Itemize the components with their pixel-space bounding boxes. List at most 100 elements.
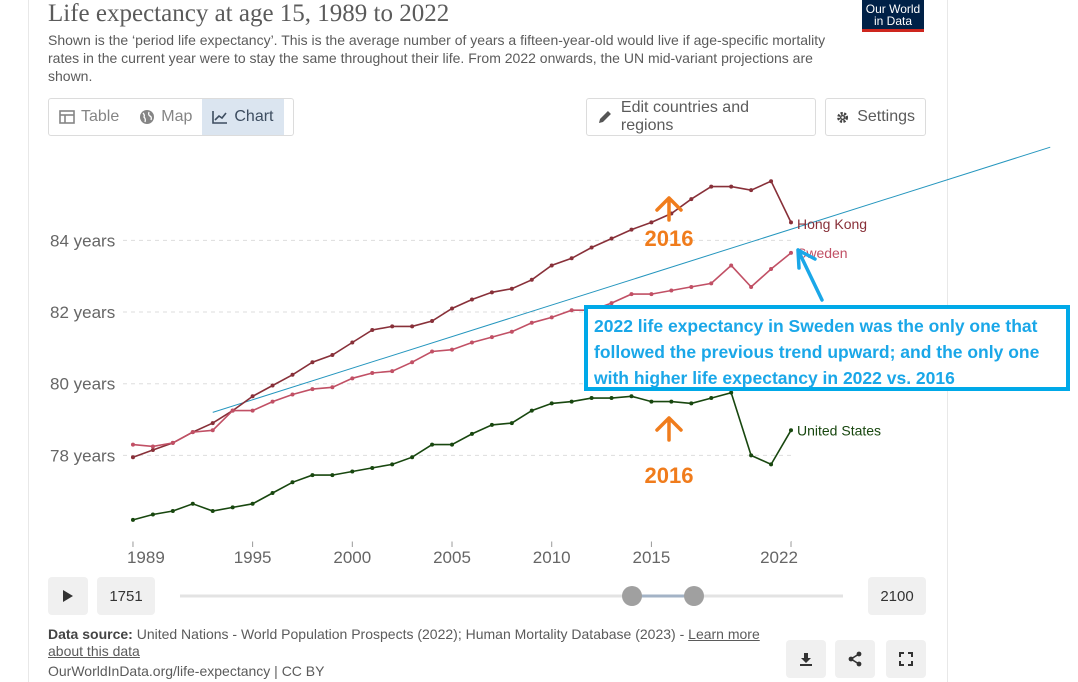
data-point	[230, 505, 235, 510]
data-point	[150, 512, 155, 517]
data-source-label: Data source:	[48, 626, 133, 642]
data-point	[210, 508, 215, 513]
data-point	[310, 387, 315, 392]
credit-line[interactable]: OurWorldInData.org/life-expectancy | CC …	[48, 663, 325, 679]
data-point	[150, 444, 155, 449]
data-point	[370, 327, 375, 332]
data-point	[509, 286, 514, 291]
data-point	[549, 401, 554, 406]
data-point	[450, 442, 455, 447]
data-point	[410, 324, 415, 329]
data-source-text: United Nations - World Population Prospe…	[136, 626, 685, 642]
data-point	[450, 347, 455, 352]
data-source: Data source: United Nations - World Popu…	[48, 626, 768, 660]
owid-logo[interactable]: Our World in Data	[862, 0, 924, 32]
table-icon	[59, 110, 75, 124]
download-icon	[800, 653, 812, 666]
gear-icon	[837, 111, 849, 123]
series-label: Hong Kong	[797, 216, 867, 232]
x-tick-label: 2010	[533, 548, 571, 567]
tab-table[interactable]: Table	[49, 99, 129, 135]
data-point	[410, 360, 415, 365]
fullscreen-icon	[899, 652, 913, 666]
data-point	[290, 392, 295, 397]
edit-countries-label: Edit countries and regions	[620, 99, 749, 134]
data-point	[130, 517, 135, 522]
fullscreen-button[interactable]	[886, 640, 926, 678]
view-tabs: Table Map Chart	[48, 98, 294, 136]
data-point	[250, 501, 255, 506]
series-line	[132, 252, 792, 448]
data-point	[489, 335, 494, 340]
data-point	[330, 385, 335, 390]
x-tick-label: 1995	[234, 548, 272, 567]
globe-icon	[140, 110, 155, 124]
data-point	[729, 390, 734, 395]
data-point	[489, 290, 494, 295]
timeline-handle-start[interactable]	[622, 586, 642, 606]
data-point	[629, 227, 634, 232]
timeline-start-year[interactable]: 1751	[97, 577, 155, 615]
data-point	[469, 297, 474, 302]
trend-line	[212, 146, 1051, 413]
data-point	[529, 277, 534, 282]
label-2016-bottom: 2016	[645, 463, 694, 488]
x-tick-label: 1989	[127, 548, 165, 567]
data-point	[390, 369, 395, 374]
data-point	[410, 455, 415, 460]
data-point	[350, 469, 355, 474]
download-button[interactable]	[786, 640, 826, 678]
data-point	[430, 442, 435, 447]
data-point	[769, 267, 774, 272]
data-point	[549, 315, 554, 320]
data-point	[609, 301, 614, 306]
data-point	[609, 236, 614, 241]
data-point	[130, 442, 135, 447]
data-point	[170, 508, 175, 513]
data-point	[270, 491, 275, 496]
data-point	[609, 396, 614, 401]
data-point	[370, 370, 375, 375]
share-button[interactable]	[835, 640, 875, 678]
data-point	[330, 473, 335, 478]
data-point	[689, 197, 694, 202]
x-tick-label: 2005	[433, 548, 471, 567]
data-point	[190, 430, 195, 435]
data-point	[430, 349, 435, 354]
pencil-icon	[598, 111, 611, 123]
data-point	[210, 421, 215, 426]
data-point	[629, 394, 634, 399]
data-point	[769, 462, 774, 467]
data-point	[549, 263, 554, 268]
y-tick-label: 82 years	[50, 303, 115, 322]
learn-more-link[interactable]: Learn more about this data	[48, 626, 760, 659]
data-point	[290, 480, 295, 485]
tab-chart[interactable]: Chart	[202, 99, 284, 135]
data-point	[370, 465, 375, 470]
edit-countries-button[interactable]: Edit countries and regions	[586, 98, 816, 136]
play-icon	[63, 590, 73, 602]
timeline-handle-end[interactable]	[684, 586, 704, 606]
play-button[interactable]	[48, 577, 88, 615]
data-point	[769, 179, 774, 184]
data-point	[230, 408, 235, 413]
y-tick-label: 84 years	[50, 231, 115, 250]
data-point	[130, 455, 135, 460]
data-point	[789, 250, 793, 255]
chart-title: Life expectancy at age 15, 1989 to 2022	[48, 0, 450, 27]
data-point	[290, 372, 295, 377]
data-point	[529, 408, 534, 413]
data-point	[509, 421, 514, 426]
arrow-sweden	[796, 248, 824, 302]
tab-table-label: Table	[81, 108, 120, 125]
annotation-callout: 2022 life expectancy in Sweden was the o…	[584, 305, 1070, 391]
data-point	[649, 292, 654, 297]
tab-map[interactable]: Map	[129, 99, 202, 135]
data-point	[210, 428, 215, 433]
data-point	[649, 220, 654, 225]
series-label: United States	[797, 422, 881, 438]
data-point	[729, 263, 734, 268]
settings-button[interactable]: Settings	[825, 98, 926, 136]
timeline-end-year[interactable]: 2100	[868, 577, 926, 615]
